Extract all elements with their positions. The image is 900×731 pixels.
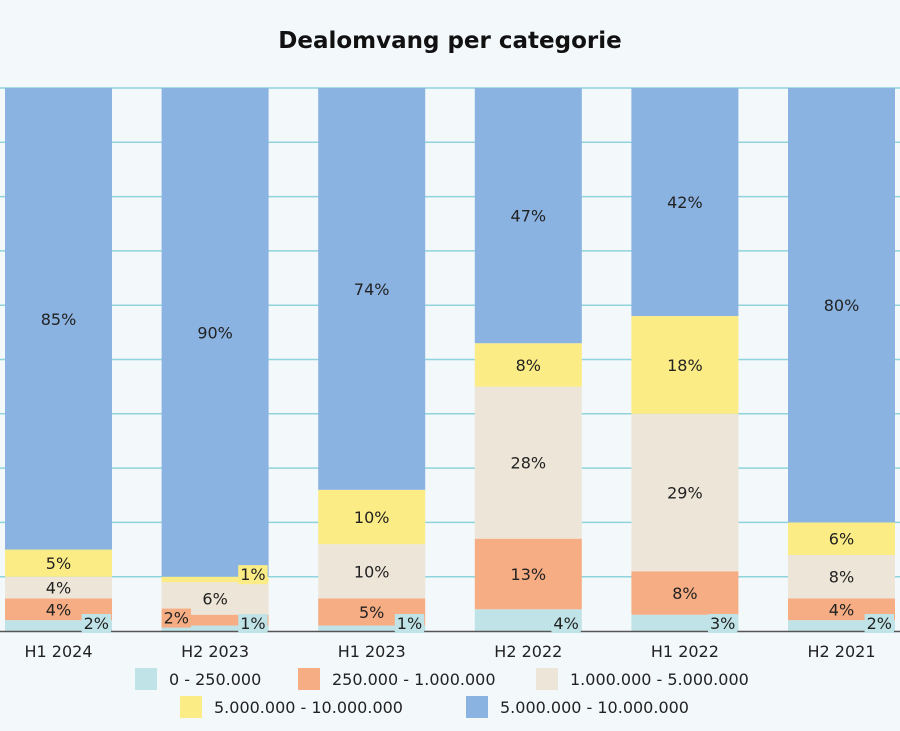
data-label: 3%	[710, 614, 735, 633]
bar-segment	[631, 316, 739, 414]
legend-label: 250.000 - 1.000.000	[332, 669, 496, 689]
bar-segment	[5, 620, 112, 631]
data-label: 4%	[553, 614, 578, 633]
data-label: 80%	[824, 296, 860, 315]
data-label: 2%	[84, 614, 109, 633]
data-label: 1%	[397, 614, 422, 633]
x-tick-label: H1 2023	[338, 642, 406, 661]
x-tick-label: H2 2023	[181, 642, 249, 661]
bar-segment	[474, 386, 582, 539]
data-label-background	[238, 565, 268, 585]
data-label: 47%	[511, 207, 547, 226]
data-label: 29%	[667, 484, 703, 503]
data-label: 5%	[359, 603, 384, 622]
data-label: 42%	[667, 193, 703, 212]
x-tick-label: H2 2022	[494, 642, 562, 661]
legend-item: 0 - 250.000	[135, 668, 261, 690]
legend-item: 5.000.000 - 10.000.000	[466, 696, 689, 718]
legend-swatch	[536, 668, 558, 690]
bar-segment	[788, 522, 895, 555]
bar-segment	[631, 88, 739, 317]
legend-swatch	[180, 696, 202, 718]
data-label-background	[864, 614, 894, 633]
legend-label: 1.000.000 - 5.000.000	[570, 669, 749, 689]
data-label: 18%	[667, 356, 703, 375]
bar-segment	[318, 88, 426, 490]
bar-segment	[788, 620, 895, 631]
bar-segment	[318, 544, 426, 599]
bar-segment	[5, 576, 112, 599]
data-label: 5%	[46, 554, 71, 573]
data-label-background	[551, 614, 581, 633]
legend-item: 5.000.000 - 10.000.000	[180, 696, 403, 718]
data-label-background	[708, 614, 738, 633]
data-label: 2%	[164, 609, 189, 628]
bar-segment	[788, 554, 895, 599]
data-label: 4%	[829, 600, 854, 619]
data-label: 85%	[41, 310, 77, 329]
data-label: 8%	[829, 568, 854, 587]
data-label: 74%	[354, 280, 390, 299]
legend-label: 5.000.000 - 10.000.000	[500, 697, 689, 717]
bar-segment	[5, 549, 112, 577]
data-label: 10%	[354, 562, 390, 581]
bar-segment	[161, 576, 269, 583]
x-tick-label: H2 2021	[807, 642, 875, 661]
data-label-background	[81, 614, 111, 633]
legend-label: 0 - 250.000	[169, 669, 262, 689]
bar-segment	[631, 571, 739, 615]
data-label: 6%	[202, 589, 227, 608]
bar-segment	[318, 489, 426, 545]
chart-title: Dealomvang per categorie	[278, 28, 622, 54]
legend-item: 1.000.000 - 5.000.000	[536, 668, 749, 690]
data-label: 10%	[354, 508, 390, 527]
bar-segment	[474, 538, 582, 610]
data-label: 6%	[829, 530, 854, 549]
bar-segment	[161, 88, 269, 577]
data-label: 2%	[867, 614, 892, 633]
legend-swatch	[135, 668, 157, 690]
bar-segment	[631, 413, 739, 572]
bar-segment	[474, 343, 582, 387]
data-label: 8%	[672, 584, 697, 603]
legend-swatch	[466, 696, 488, 718]
bar-segment	[474, 88, 582, 344]
data-label-background	[238, 614, 268, 633]
data-label-background	[161, 608, 191, 628]
data-label: 1%	[240, 614, 265, 633]
data-label: 4%	[46, 579, 71, 598]
legend-swatch	[298, 668, 320, 690]
data-label: 4%	[46, 600, 71, 619]
legend-item: 250.000 - 1.000.000	[298, 668, 496, 690]
data-label: 1%	[240, 565, 265, 584]
bar-segment	[161, 625, 269, 631]
data-label-background	[394, 614, 425, 633]
bar-segment	[318, 625, 426, 631]
data-label: 8%	[516, 356, 541, 375]
bar-segment	[788, 88, 895, 523]
data-label: 28%	[511, 454, 547, 473]
x-tick-label: H1 2022	[651, 642, 719, 661]
legend-label: 5.000.000 - 10.000.000	[214, 697, 403, 717]
data-label: 90%	[197, 323, 233, 342]
bar-segment	[5, 88, 112, 550]
data-label: 13%	[511, 565, 547, 584]
x-tick-label: H1 2024	[24, 642, 92, 661]
bar-segment	[161, 614, 269, 626]
